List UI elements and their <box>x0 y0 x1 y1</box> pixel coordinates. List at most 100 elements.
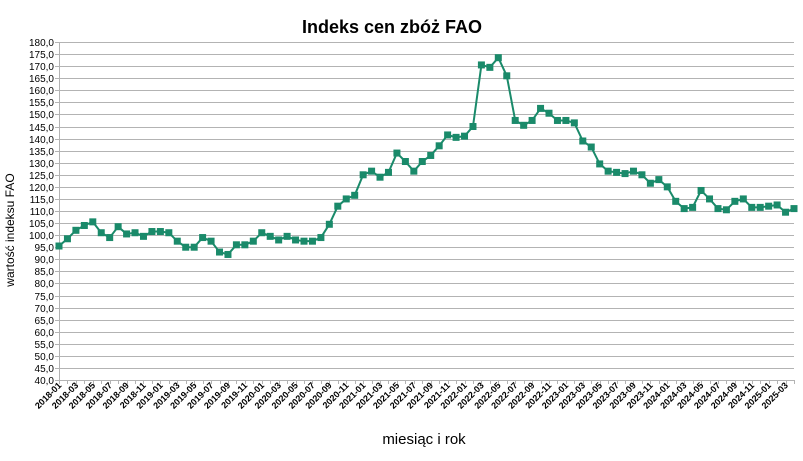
y-tick-label: 165,0 <box>29 74 54 85</box>
data-point <box>613 168 621 176</box>
data-point <box>123 230 131 238</box>
y-tick-label: 75,0 <box>35 292 55 303</box>
data-point <box>292 236 300 244</box>
y-tick-label: 175,0 <box>29 50 54 61</box>
data-point <box>680 205 688 213</box>
y-tick-label: 180,0 <box>29 38 54 49</box>
data-point <box>376 173 384 181</box>
data-point <box>97 229 105 237</box>
data-point <box>131 229 139 237</box>
data-point <box>216 248 224 256</box>
y-tick-label: 120,0 <box>29 183 54 194</box>
y-tick-label: 110,0 <box>30 207 55 218</box>
data-point <box>224 250 232 258</box>
data-point <box>393 149 401 157</box>
y-tick-label: 100,0 <box>29 231 54 242</box>
data-point <box>596 160 604 168</box>
data-point <box>190 243 198 251</box>
data-point <box>731 197 739 205</box>
x-axis-title: miesiąc i rok <box>382 431 466 448</box>
data-point <box>562 116 570 124</box>
data-point <box>241 241 249 249</box>
y-tick-label: 150,0 <box>29 110 54 121</box>
series-line <box>58 56 795 256</box>
data-point <box>461 132 469 140</box>
data-point <box>621 170 629 178</box>
data-point <box>173 237 181 245</box>
data-point <box>444 131 452 139</box>
data-point <box>486 63 494 71</box>
y-tick-label: 70,0 <box>35 304 55 315</box>
data-point <box>384 168 392 176</box>
y-tick-label: 130,0 <box>29 159 54 170</box>
data-point <box>587 143 595 151</box>
y-axis-title: wartość indeksu FAO <box>3 173 17 287</box>
data-point <box>427 151 435 159</box>
y-tick-label: 80,0 <box>35 279 55 290</box>
data-point <box>300 237 308 245</box>
data-point <box>207 237 215 245</box>
data-point <box>139 232 147 240</box>
data-point <box>689 203 697 211</box>
data-point <box>359 171 367 179</box>
data-point <box>80 221 88 229</box>
x-axis-ticks: 2018-012018-032018-052018-072018-092018-… <box>33 380 790 410</box>
data-point <box>114 223 122 231</box>
data-point <box>418 158 426 166</box>
data-point <box>714 205 722 213</box>
data-point <box>790 205 798 213</box>
data-point <box>308 237 316 245</box>
y-tick-label: 140,0 <box>29 135 54 146</box>
data-point <box>266 232 274 240</box>
data-point <box>638 171 646 179</box>
data-point <box>368 167 376 175</box>
data-point <box>72 226 80 234</box>
data-point <box>182 243 190 251</box>
data-point <box>773 201 781 209</box>
data-point <box>528 116 536 124</box>
y-tick-label: 105,0 <box>29 219 54 230</box>
data-point <box>258 229 266 237</box>
data-point <box>748 203 756 211</box>
data-point <box>401 158 409 166</box>
data-point <box>765 202 773 210</box>
data-point <box>629 167 637 175</box>
data-point <box>570 119 578 127</box>
data-point <box>545 109 553 117</box>
data-point <box>232 241 240 249</box>
y-tick-label: 85,0 <box>35 267 55 278</box>
data-point <box>477 61 485 69</box>
y-tick-label: 40,0 <box>35 376 55 387</box>
y-tick-label: 160,0 <box>29 86 54 97</box>
data-point <box>325 220 333 228</box>
data-point <box>511 116 519 124</box>
y-tick-label: 60,0 <box>35 328 55 339</box>
data-point <box>655 176 663 184</box>
data-point <box>334 202 342 210</box>
y-tick-label: 135,0 <box>29 147 54 158</box>
data-point <box>553 116 561 124</box>
data-point <box>283 232 291 240</box>
grid-lines <box>55 42 795 384</box>
data-point <box>89 218 97 226</box>
data-point <box>55 242 63 250</box>
data-point <box>604 167 612 175</box>
y-tick-label: 95,0 <box>35 243 55 254</box>
data-point <box>722 206 730 214</box>
data-point <box>249 237 257 245</box>
y-tick-label: 65,0 <box>35 316 55 327</box>
data-point <box>697 186 705 194</box>
data-point <box>342 195 350 203</box>
y-tick-label: 125,0 <box>29 171 54 182</box>
y-axis-ticks: 40,045,050,055,060,065,070,075,0 80,085,0… <box>29 38 54 387</box>
data-point <box>351 191 359 199</box>
y-tick-label: 45,0 <box>35 364 55 375</box>
data-point <box>452 133 460 141</box>
y-tick-label: 145,0 <box>29 123 54 134</box>
y-tick-label: 90,0 <box>35 255 55 266</box>
data-point <box>739 195 747 203</box>
data-point <box>520 121 528 129</box>
y-tick-label: 155,0 <box>29 98 54 109</box>
data-point <box>156 228 164 236</box>
data-point <box>782 208 790 216</box>
